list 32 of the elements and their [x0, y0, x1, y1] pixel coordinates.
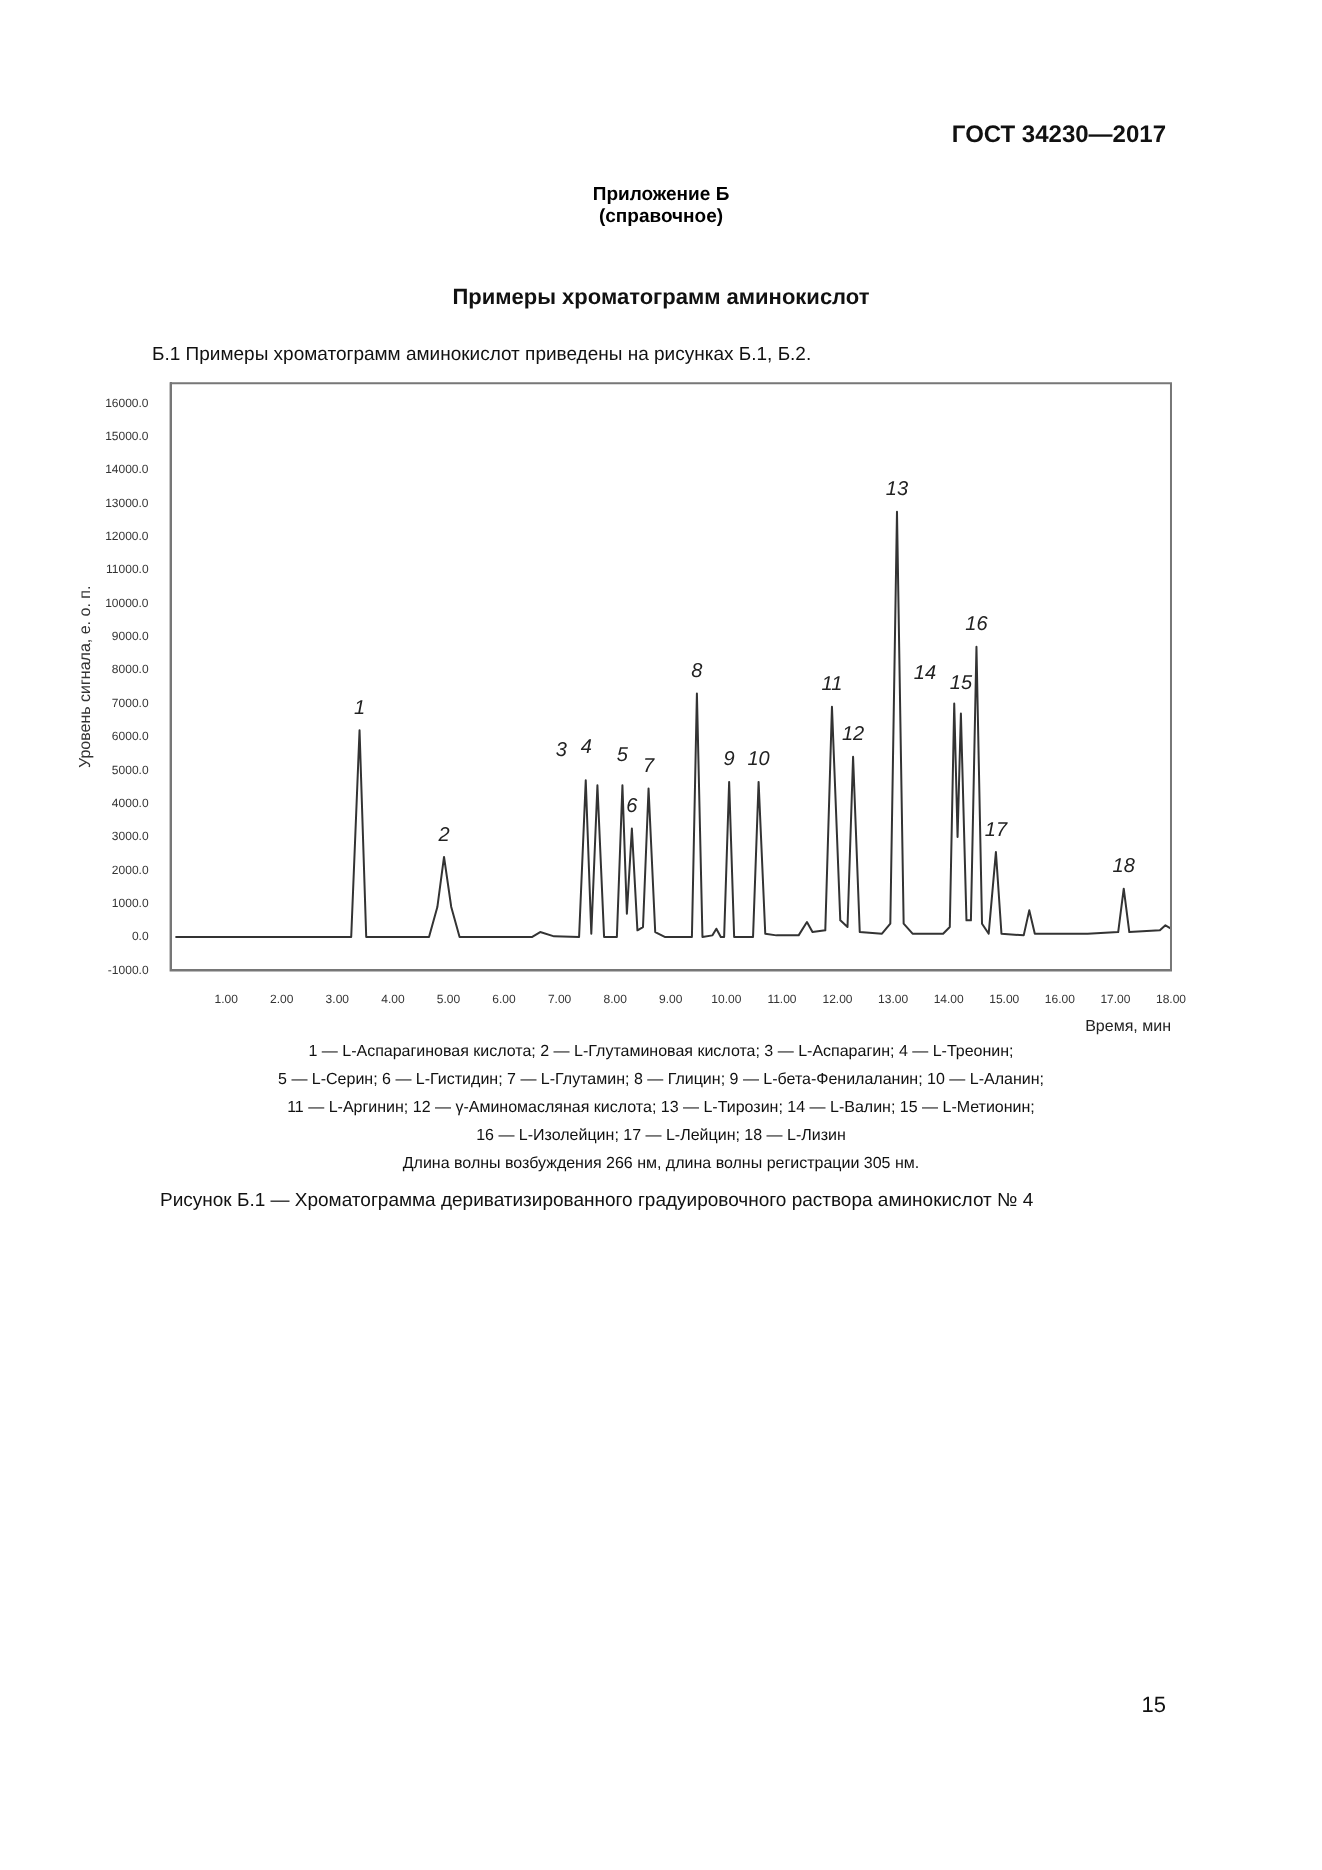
- annotation: 7: [642, 756, 655, 779]
- annotation: 16: [965, 614, 989, 637]
- annotation: 18: [1112, 856, 1136, 879]
- chart-title: Приложение Б: [590, 184, 732, 206]
- x-axis-title: Время, мин: [1085, 1016, 1171, 1035]
- text: ГОСТ 34230—2017: [951, 120, 1166, 148]
- text: Длина волны возбуждения 266 нм, длина волны регистрации 305 нм.: [400, 1154, 922, 1172]
- annotation: 13: [885, 479, 909, 502]
- annotation: 12: [841, 724, 866, 747]
- annotation: 11: [821, 674, 843, 697]
- y-axis-title: Уровень сигнала, е. о. п.: [76, 585, 95, 768]
- annotation: 15: [949, 673, 973, 696]
- text: 16 — L-Изолейцин; 17 — L-Лейцин; 18 — L-Лизин: [474, 1126, 848, 1144]
- text: 11 — L-Аргинин; 12 — γ-Аминомасляная кислота; 13 — L-Тирозин; 14 — L-Валин; 15 — L-Метионин;: [285, 1098, 1037, 1116]
- annotation: 17: [984, 819, 1008, 842]
- text: Примеры хроматограмм аминокислот: [450, 286, 872, 310]
- text: 5 — L-Серин; 6 — L-Гистидин; 7 — L-Глутамин; 8 — Глицин; 9 — L-бета-Фенилаланин; 10 — L-Аланин;: [276, 1070, 1046, 1088]
- text: Б.1 Примеры хроматограмм аминокислот приведены на рисунках Б.1, Б.2.: [152, 344, 812, 366]
- annotation: 6: [626, 796, 639, 819]
- annotation: 10: [747, 749, 771, 772]
- annotation: 9: [723, 749, 736, 772]
- annotation: 2: [436, 824, 451, 847]
- chart-subtitle: (справочное): [596, 206, 726, 228]
- annotation: 3: [555, 739, 568, 762]
- text: Рисунок Б.1 — Хроматограмма дериватизированного градуировочного раствора аминокислот № 4: [160, 1190, 1034, 1212]
- annotation: 8: [691, 661, 704, 684]
- annotation: 5: [616, 744, 629, 767]
- text: 15: [1141, 1694, 1166, 1718]
- annotation: 4: [580, 736, 593, 759]
- annotation: 1: [353, 697, 366, 720]
- annotation: 14: [913, 663, 937, 686]
- text: 1 — L-Аспарагиновая кислота; 2 — L-Глутаминовая кислота; 3 — L-Аспарагин; 4 — L-Треонин;: [306, 1042, 1016, 1060]
